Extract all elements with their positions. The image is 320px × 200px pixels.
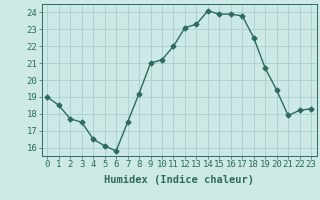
X-axis label: Humidex (Indice chaleur): Humidex (Indice chaleur) xyxy=(104,175,254,185)
